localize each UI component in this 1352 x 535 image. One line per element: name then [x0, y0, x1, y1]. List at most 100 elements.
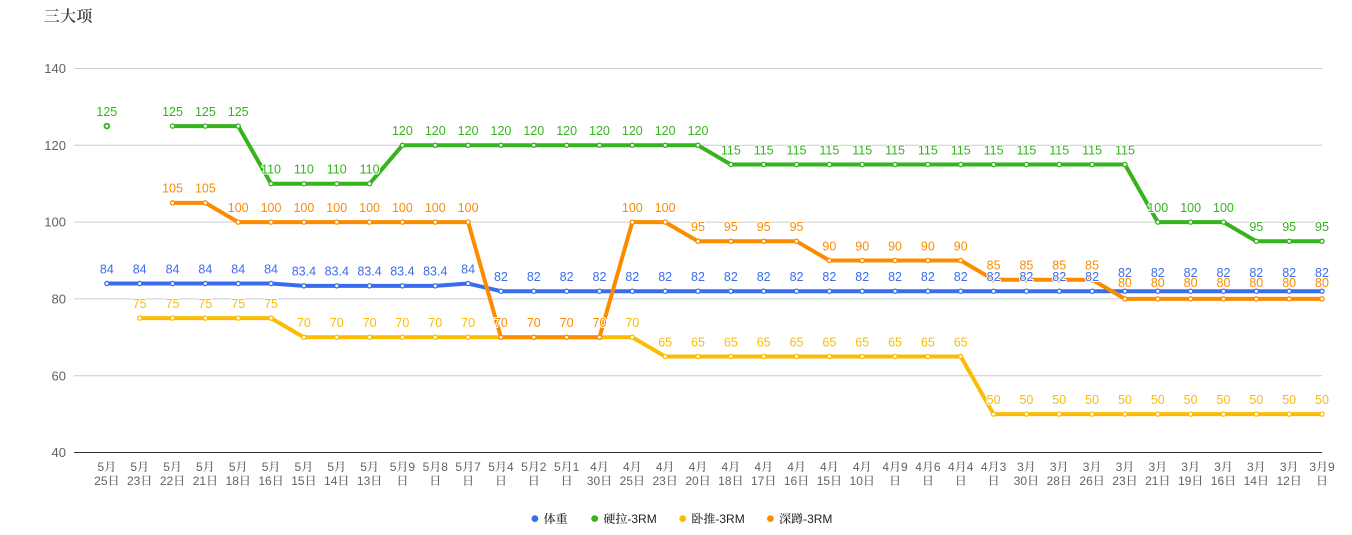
svg-text:80: 80 — [1151, 276, 1165, 290]
svg-text:70: 70 — [363, 316, 377, 330]
svg-text:4: 4 — [948, 460, 955, 474]
svg-text:82: 82 — [494, 270, 508, 284]
svg-text:120: 120 — [622, 124, 643, 138]
svg-text:3: 3 — [1181, 460, 1188, 474]
svg-text:1: 1 — [573, 460, 580, 474]
svg-text:50: 50 — [1217, 393, 1231, 407]
svg-text:4: 4 — [623, 460, 630, 474]
svg-text:83.4: 83.4 — [325, 265, 349, 279]
svg-text:15: 15 — [291, 474, 305, 488]
svg-text:19: 19 — [1178, 474, 1192, 488]
svg-text:70: 70 — [330, 316, 344, 330]
svg-text:50: 50 — [1118, 393, 1132, 407]
svg-text:16: 16 — [1211, 474, 1225, 488]
svg-text:84: 84 — [264, 262, 278, 276]
svg-text:65: 65 — [724, 335, 738, 349]
svg-text:4: 4 — [722, 460, 729, 474]
svg-text:5: 5 — [488, 460, 495, 474]
svg-text:84: 84 — [166, 262, 180, 276]
svg-text:120: 120 — [556, 124, 577, 138]
svg-text:84: 84 — [198, 262, 212, 276]
svg-text:115: 115 — [951, 143, 971, 157]
svg-text:82: 82 — [888, 270, 902, 284]
svg-text:70: 70 — [527, 316, 541, 330]
svg-text:3: 3 — [1116, 460, 1123, 474]
svg-text:4: 4 — [882, 460, 889, 474]
svg-text:17: 17 — [751, 474, 765, 488]
svg-text:95: 95 — [1249, 220, 1263, 234]
svg-text:3: 3 — [1214, 460, 1221, 474]
svg-text:110: 110 — [360, 163, 380, 177]
svg-text:125: 125 — [96, 105, 117, 119]
svg-text:23: 23 — [652, 474, 666, 488]
svg-text:110: 110 — [261, 163, 281, 177]
svg-text:140: 140 — [44, 61, 66, 76]
svg-text:125: 125 — [228, 105, 249, 119]
svg-text:115: 115 — [754, 143, 774, 157]
svg-text:28: 28 — [1047, 474, 1061, 488]
svg-text:4: 4 — [656, 460, 663, 474]
svg-text:50: 50 — [1085, 393, 1099, 407]
svg-text:115: 115 — [1049, 143, 1069, 157]
svg-text:82: 82 — [1184, 266, 1198, 280]
svg-text:120: 120 — [523, 124, 544, 138]
svg-text:125: 125 — [162, 105, 183, 119]
svg-text:105: 105 — [162, 182, 183, 196]
svg-text:50: 50 — [987, 393, 1001, 407]
svg-text:26: 26 — [1079, 474, 1093, 488]
svg-text:82: 82 — [691, 270, 705, 284]
svg-text:-3RM: -3RM — [627, 512, 656, 526]
svg-text:-3RM: -3RM — [803, 512, 832, 526]
svg-text:82: 82 — [724, 270, 738, 284]
svg-text:50: 50 — [1315, 393, 1329, 407]
svg-text:82: 82 — [1282, 266, 1296, 280]
svg-text:84: 84 — [231, 262, 245, 276]
svg-text:70: 70 — [560, 316, 574, 330]
svg-text:82: 82 — [1217, 266, 1231, 280]
svg-text:85: 85 — [1019, 259, 1033, 273]
svg-text:80: 80 — [1118, 276, 1132, 290]
svg-text:115: 115 — [787, 143, 807, 157]
svg-text:5: 5 — [455, 460, 462, 474]
svg-text:5: 5 — [229, 460, 236, 474]
svg-text:75: 75 — [198, 297, 212, 311]
svg-text:25: 25 — [94, 474, 108, 488]
svg-text:4: 4 — [981, 460, 988, 474]
svg-text:13: 13 — [357, 474, 371, 488]
svg-text:82: 82 — [593, 270, 607, 284]
svg-text:8: 8 — [441, 460, 448, 474]
svg-text:12: 12 — [1276, 474, 1290, 488]
svg-text:120: 120 — [392, 124, 413, 138]
svg-text:82: 82 — [1085, 270, 1099, 284]
svg-text:100: 100 — [261, 201, 282, 215]
svg-text:100: 100 — [1213, 201, 1234, 215]
svg-text:50: 50 — [1151, 393, 1165, 407]
svg-text:75: 75 — [166, 297, 180, 311]
svg-text:7: 7 — [474, 460, 481, 474]
svg-text:120: 120 — [688, 124, 709, 138]
svg-text:95: 95 — [691, 220, 705, 234]
svg-text:115: 115 — [721, 143, 741, 157]
svg-text:90: 90 — [822, 239, 836, 253]
svg-text:95: 95 — [724, 220, 738, 234]
svg-text:120: 120 — [425, 124, 446, 138]
svg-text:120: 120 — [458, 124, 479, 138]
svg-text:120: 120 — [491, 124, 512, 138]
svg-text:14: 14 — [324, 474, 338, 488]
svg-text:14: 14 — [1244, 474, 1258, 488]
svg-text:23: 23 — [1112, 474, 1126, 488]
svg-text:84: 84 — [133, 262, 147, 276]
svg-text:82: 82 — [560, 270, 574, 284]
svg-text:9: 9 — [901, 460, 908, 474]
svg-text:115: 115 — [1016, 143, 1036, 157]
svg-text:25: 25 — [620, 474, 634, 488]
svg-text:95: 95 — [1282, 220, 1296, 234]
svg-text:90: 90 — [921, 239, 935, 253]
svg-text:70: 70 — [395, 316, 409, 330]
svg-text:4: 4 — [967, 460, 974, 474]
svg-text:105: 105 — [195, 182, 216, 196]
svg-text:5: 5 — [163, 460, 170, 474]
svg-text:4: 4 — [689, 460, 696, 474]
svg-text:110: 110 — [327, 163, 347, 177]
svg-text:84: 84 — [461, 262, 475, 276]
